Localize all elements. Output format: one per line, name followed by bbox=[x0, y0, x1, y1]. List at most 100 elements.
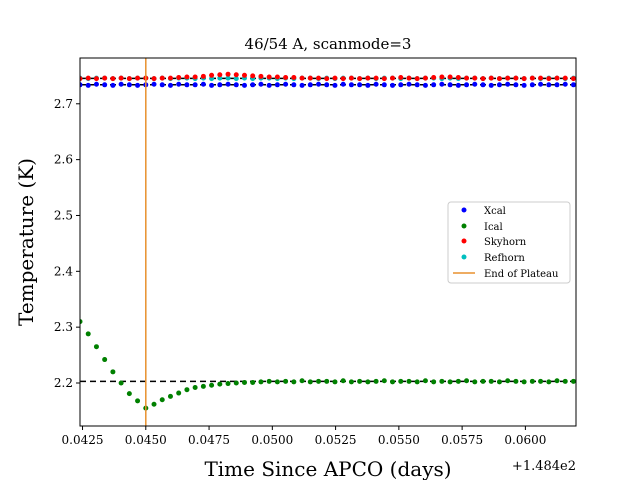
point-skyhorn-43 bbox=[431, 75, 437, 81]
point-ical-32 bbox=[340, 378, 346, 384]
point-ical-33 bbox=[348, 379, 354, 385]
point-skyhorn-1 bbox=[85, 75, 91, 81]
point-ical-18 bbox=[225, 381, 231, 387]
point-skyhorn-29 bbox=[316, 75, 322, 81]
point-skyhorn-7 bbox=[135, 75, 141, 81]
data-points bbox=[80, 71, 576, 411]
point-xcal-44 bbox=[439, 81, 445, 87]
point-xcal-39 bbox=[398, 82, 404, 88]
point-skyhorn-26 bbox=[291, 75, 297, 81]
y-tick-label-5: 2.7 bbox=[54, 97, 73, 111]
point-ical-43 bbox=[431, 379, 437, 385]
y-tick-label-2: 2.4 bbox=[54, 264, 73, 278]
point-ical-29 bbox=[316, 378, 322, 384]
point-ical-12 bbox=[176, 390, 182, 396]
point-skyhorn-27 bbox=[299, 75, 305, 81]
point-xcal-45 bbox=[447, 82, 453, 88]
point-ical-50 bbox=[488, 378, 494, 384]
point-xcal-57 bbox=[546, 82, 552, 88]
point-xcal-20 bbox=[241, 82, 247, 88]
point-ical-13 bbox=[184, 387, 190, 393]
point-ical-23 bbox=[266, 378, 272, 384]
point-xcal-15 bbox=[200, 81, 206, 87]
point-xcal-5 bbox=[118, 81, 124, 87]
point-ical-31 bbox=[332, 379, 338, 385]
point-ical-17 bbox=[217, 381, 223, 387]
point-xcal-43 bbox=[431, 82, 437, 88]
point-skyhorn-6 bbox=[126, 76, 132, 82]
point-xcal-21 bbox=[250, 82, 256, 88]
point-ical-47 bbox=[464, 378, 470, 384]
point-ical-9 bbox=[151, 401, 157, 407]
point-xcal-46 bbox=[455, 82, 461, 88]
point-xcal-28 bbox=[307, 82, 313, 88]
legend-box bbox=[447, 201, 571, 284]
point-skyhorn-5 bbox=[118, 75, 124, 81]
legend-marker-refhorn bbox=[461, 254, 467, 260]
point-xcal-19 bbox=[233, 82, 239, 88]
x-axis-offset-label: +1.484e2 bbox=[512, 459, 576, 474]
point-xcal-2 bbox=[93, 81, 99, 87]
point-xcal-31 bbox=[332, 82, 338, 88]
point-ical-15 bbox=[200, 383, 206, 389]
point-ical-16 bbox=[209, 382, 215, 388]
point-skyhorn-13 bbox=[184, 74, 190, 80]
point-xcal-13 bbox=[184, 82, 190, 88]
point-skyhorn-52 bbox=[505, 75, 511, 81]
point-xcal-42 bbox=[422, 82, 428, 88]
x-axis-label: Time Since APCO (days) bbox=[204, 457, 451, 480]
point-xcal-56 bbox=[538, 81, 544, 87]
point-skyhorn-24 bbox=[274, 74, 280, 80]
point-skyhorn-35 bbox=[365, 75, 371, 81]
point-skyhorn-50 bbox=[488, 75, 494, 81]
point-xcal-17 bbox=[217, 82, 223, 88]
point-ical-55 bbox=[529, 378, 535, 384]
point-ical-52 bbox=[505, 378, 511, 384]
legend-label-refhorn: Refhorn bbox=[484, 253, 525, 264]
point-xcal-48 bbox=[472, 81, 478, 87]
point-xcal-37 bbox=[381, 82, 387, 88]
point-skyhorn-36 bbox=[373, 75, 379, 81]
point-ical-35 bbox=[365, 379, 371, 385]
point-ical-37 bbox=[381, 378, 387, 384]
point-refhorn-19 bbox=[233, 76, 239, 82]
x-tick-label-4: 0.0525 bbox=[315, 433, 357, 447]
point-xcal-47 bbox=[464, 82, 470, 88]
point-xcal-16 bbox=[209, 82, 215, 88]
point-xcal-6 bbox=[126, 82, 132, 88]
point-ical-34 bbox=[357, 378, 363, 384]
point-skyhorn-15 bbox=[200, 73, 206, 79]
y-tick-label-4: 2.6 bbox=[54, 153, 73, 167]
point-skyhorn-40 bbox=[406, 75, 412, 81]
point-ical-44 bbox=[439, 378, 445, 384]
point-ical-6 bbox=[126, 391, 132, 397]
point-skyhorn-22 bbox=[258, 73, 264, 79]
point-skyhorn-12 bbox=[176, 75, 182, 81]
point-skyhorn-53 bbox=[513, 75, 519, 81]
point-skyhorn-60 bbox=[570, 76, 576, 82]
point-ical-58 bbox=[554, 378, 560, 384]
point-skyhorn-58 bbox=[554, 75, 560, 81]
y-axis-ticks: 2.2 2.3 2.4 2.5 2.6 2.7 bbox=[54, 97, 80, 390]
point-ical-22 bbox=[258, 379, 264, 385]
point-skyhorn-33 bbox=[348, 75, 354, 81]
point-xcal-53 bbox=[513, 82, 519, 88]
point-skyhorn-28 bbox=[307, 75, 313, 81]
point-xcal-55 bbox=[529, 82, 535, 88]
legend-label-end-of-plateau: End of Plateau bbox=[484, 269, 559, 280]
point-xcal-3 bbox=[102, 82, 108, 88]
point-xcal-10 bbox=[159, 82, 165, 88]
point-skyhorn-47 bbox=[464, 75, 470, 81]
x-tick-label-6: 0.0575 bbox=[441, 433, 483, 447]
point-skyhorn-20 bbox=[241, 72, 247, 78]
point-skyhorn-45 bbox=[447, 74, 453, 80]
point-skyhorn-14 bbox=[192, 74, 198, 80]
point-ical-24 bbox=[274, 379, 280, 385]
legend-label-ical: Ical bbox=[484, 222, 503, 233]
point-ical-3 bbox=[102, 357, 108, 363]
point-skyhorn-30 bbox=[324, 76, 330, 82]
point-xcal-40 bbox=[406, 81, 412, 87]
point-ical-5 bbox=[118, 380, 124, 386]
point-xcal-26 bbox=[291, 82, 297, 88]
